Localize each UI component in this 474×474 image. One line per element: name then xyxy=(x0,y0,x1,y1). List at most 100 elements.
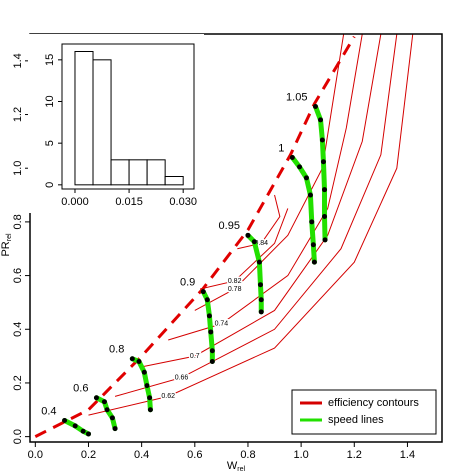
speed-point xyxy=(257,282,263,288)
efficiency-contour xyxy=(194,34,345,311)
speed-label: 0.8 xyxy=(109,344,124,356)
speed-point xyxy=(307,192,313,198)
x-axis-label-main: W xyxy=(227,460,238,472)
efficiency-contour xyxy=(114,34,398,397)
efficiency-contour xyxy=(88,34,414,416)
y-tick-label: 1.2 xyxy=(12,107,24,122)
speed-label: 0.6 xyxy=(73,383,88,395)
speed-point xyxy=(209,358,215,364)
speed-point xyxy=(318,117,324,123)
legend-label: speed lines xyxy=(328,414,384,426)
speed-point xyxy=(204,297,210,303)
y-axis-label-main: PR xyxy=(0,241,12,256)
y-tick-label: 10 xyxy=(44,95,56,107)
contour-label: 0.82 xyxy=(228,278,242,285)
y-tick-label: 0.8 xyxy=(12,214,24,229)
y-tick-label: 5 xyxy=(44,140,56,146)
x-axis-label-sub: rel xyxy=(237,466,245,473)
x-tick-label: 0.0 xyxy=(28,449,43,461)
y-tick-label: 15 xyxy=(44,54,56,66)
speed-point xyxy=(85,431,91,437)
contour-label: 0.78 xyxy=(228,286,242,293)
plot-area: 0.62 0.66 0.7 0.74 0.780.82 0.84 xyxy=(34,34,414,438)
x-tick-label: 0.000 xyxy=(61,196,89,208)
speed-point xyxy=(319,137,325,143)
histogram-bar xyxy=(146,159,166,186)
speed-line xyxy=(289,154,317,265)
speed-point xyxy=(322,214,328,220)
y-tick-label: 0 xyxy=(44,182,56,188)
x-tick-label: 1.0 xyxy=(293,449,308,461)
speed-point xyxy=(147,395,153,401)
speed-point xyxy=(208,329,214,335)
histogram-bar xyxy=(164,176,184,186)
speed-point xyxy=(258,309,264,315)
speed-point xyxy=(303,175,309,181)
contour-label: 0.62 xyxy=(161,393,175,400)
contour-label: 0.7 xyxy=(190,353,200,360)
speed-point xyxy=(104,407,110,413)
contour-label: 0.84 xyxy=(254,240,268,247)
x-tick-label: 0.4 xyxy=(134,449,149,461)
legend-label: efficiency contours xyxy=(328,397,419,409)
speed-point xyxy=(297,164,303,170)
contour-label: 0.66 xyxy=(175,374,189,381)
speed-point xyxy=(144,383,150,389)
speed-point xyxy=(251,239,257,245)
x-tick-label: 0.030 xyxy=(169,196,197,208)
speed-point xyxy=(311,259,317,265)
efficiency-contour xyxy=(141,34,382,368)
speed-point xyxy=(320,159,326,165)
speed-label: 1.05 xyxy=(286,91,307,103)
x-tick-label: 0.8 xyxy=(240,449,255,461)
histogram-bar xyxy=(110,159,130,186)
speed-label: 0.4 xyxy=(41,405,56,417)
speed-point xyxy=(72,423,78,429)
speed-label: 0.9 xyxy=(180,277,195,289)
y-tick-label: 1.4 xyxy=(12,53,24,68)
x-tick-label: 0.6 xyxy=(187,449,202,461)
y-tick-label: 0.2 xyxy=(12,375,24,390)
speed-point xyxy=(136,358,142,364)
speed-point xyxy=(309,219,315,225)
histogram-bar xyxy=(92,59,112,186)
speed-point xyxy=(62,418,68,424)
efficiency-contour xyxy=(200,208,289,290)
speed-label: 1 xyxy=(278,142,284,154)
speed-point xyxy=(200,289,206,295)
x-axis-label: Wrel xyxy=(227,460,246,473)
x-tick-label: 0.015 xyxy=(115,196,143,208)
plot-frame xyxy=(29,33,443,443)
speed-point xyxy=(312,103,318,109)
speed-line xyxy=(62,418,91,437)
speed-point xyxy=(129,356,135,362)
speed-point xyxy=(147,407,153,413)
speed-point xyxy=(80,428,86,434)
speed-point xyxy=(93,395,99,401)
x-tick-label: 0.2 xyxy=(81,449,96,461)
speed-point xyxy=(209,348,215,354)
speed-point xyxy=(109,415,115,421)
legend-box xyxy=(291,389,437,435)
speed-point xyxy=(206,313,212,319)
speed-label: 0.95 xyxy=(219,220,240,232)
histogram-bar xyxy=(128,159,148,186)
speed-point xyxy=(112,426,118,432)
speed-point xyxy=(258,297,264,303)
contour-label: 0.74 xyxy=(215,321,229,328)
x-tick-label: 1.4 xyxy=(400,449,415,461)
inset-frame xyxy=(61,43,195,190)
speed-point xyxy=(141,369,147,375)
speed-point xyxy=(310,242,316,248)
speed-point xyxy=(289,154,295,160)
y-tick-label: 0.6 xyxy=(12,268,24,283)
y-axis-label-sub: rel xyxy=(6,233,13,241)
speed-point xyxy=(256,259,262,265)
speed-point xyxy=(322,237,328,243)
speed-point xyxy=(322,187,328,193)
y-tick-label: 0.4 xyxy=(12,322,24,337)
efficiency-contour xyxy=(237,194,281,250)
y-axis-label: PRrel xyxy=(0,233,13,257)
x-tick-label: 1.2 xyxy=(347,449,362,461)
